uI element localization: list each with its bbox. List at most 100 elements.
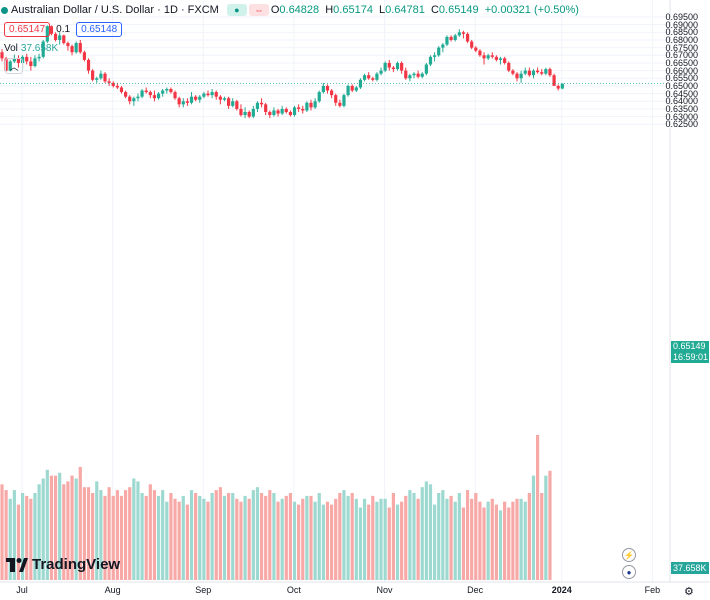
candle-body xyxy=(272,110,276,116)
price-axis-tick: 0.69500 xyxy=(665,12,698,22)
volume-bar xyxy=(536,435,540,580)
ohlc-open-value: 0.64828 xyxy=(279,4,320,16)
candle-body xyxy=(206,93,210,96)
candle-body xyxy=(132,98,136,102)
volume-bar xyxy=(156,495,161,580)
candle-body xyxy=(66,43,70,47)
price-axis-tick: 0.63000 xyxy=(665,111,698,122)
volume-bar xyxy=(457,493,461,580)
eye-icon[interactable]: ● xyxy=(226,4,247,16)
symbol-title[interactable]: Australian Dollar / U.S. Dollar · 1D · F… xyxy=(11,4,219,16)
volume-bar xyxy=(461,507,466,580)
volume-bar xyxy=(309,495,313,580)
volume-bar xyxy=(498,510,503,580)
volume-bar xyxy=(288,493,292,580)
candle-body xyxy=(536,70,540,73)
market-status-dot xyxy=(1,6,8,14)
volume-bar xyxy=(507,507,511,580)
sell-button[interactable]: 0.65147 xyxy=(4,22,51,37)
volume-bar xyxy=(531,475,536,580)
volume-bar xyxy=(321,504,325,580)
candle-body xyxy=(424,64,428,74)
candle-body xyxy=(375,73,379,80)
price-axis-tick: 0.68500 xyxy=(665,27,698,38)
candle-body xyxy=(144,90,148,93)
volume-bar xyxy=(412,493,416,580)
buy-button[interactable]: 0.65148 xyxy=(76,22,123,37)
volume-tag: 37.658K xyxy=(671,562,709,574)
volume-bar xyxy=(416,498,420,580)
volume-bar xyxy=(12,490,16,580)
volume-bar xyxy=(272,493,276,580)
flag-au-icon[interactable]: ● xyxy=(622,565,636,579)
price-axis-tick: 0.65500 xyxy=(665,73,698,84)
ohlc-close-value: 0.65149 xyxy=(438,4,479,16)
legend-header: Australian Dollar / U.S. Dollar · 1D · F… xyxy=(0,0,582,20)
candle-body xyxy=(115,85,119,88)
volume-bar xyxy=(136,481,140,580)
volume-bar xyxy=(395,504,400,580)
candle-body xyxy=(457,32,461,36)
flag-icon[interactable]: ⇔ xyxy=(248,4,269,16)
volume-bar xyxy=(124,490,128,580)
candle-body xyxy=(165,89,169,91)
volume-bar xyxy=(41,478,45,580)
collapse-legend-button[interactable]: ︿ xyxy=(5,58,23,74)
candle-body xyxy=(317,92,321,102)
volume-bar xyxy=(527,493,531,580)
volume-bar xyxy=(148,484,152,580)
volume-bar xyxy=(428,484,433,580)
chart-grid xyxy=(0,0,670,582)
volume-bar xyxy=(346,495,350,580)
candle-body xyxy=(490,55,494,57)
candle-body xyxy=(231,101,235,106)
candle-body xyxy=(8,61,12,71)
tradingview-logo[interactable]: TradingView xyxy=(6,556,120,573)
settings-gear-icon[interactable]: ⚙ xyxy=(684,586,694,598)
volume-bar xyxy=(297,504,301,580)
volume-bar xyxy=(515,498,519,580)
volume-bar xyxy=(268,490,272,580)
candle-body xyxy=(383,62,387,71)
time-axis-tick: Sep xyxy=(195,585,212,595)
candle-body xyxy=(391,67,395,70)
volume-bar xyxy=(247,498,251,580)
volume-bar xyxy=(465,490,470,580)
candle-body xyxy=(313,101,317,108)
volume-bar xyxy=(0,484,4,580)
candle-body xyxy=(58,35,62,40)
candle-body xyxy=(78,43,82,53)
candle-body xyxy=(540,72,544,74)
last-price-value: 0.65149 xyxy=(673,341,706,351)
volume-bar xyxy=(486,501,490,580)
volume-bar xyxy=(371,495,375,580)
volume-bar xyxy=(189,490,194,580)
price-axis-tick: 0.69000 xyxy=(665,19,698,30)
volume-bar xyxy=(4,490,8,580)
lightning-icon[interactable]: ⚡ xyxy=(622,548,636,562)
time-axis-tick: Nov xyxy=(376,585,393,595)
volume-bar xyxy=(206,501,210,580)
volume-bar xyxy=(284,495,288,580)
volume-bar xyxy=(62,484,66,580)
volume-legend[interactable]: Vol 37.658K xyxy=(4,43,58,54)
candle-body xyxy=(379,70,383,74)
volume-bar xyxy=(433,504,437,580)
candle-body xyxy=(99,73,103,79)
volume-bar xyxy=(185,504,189,580)
volume-bar xyxy=(342,490,346,580)
volume-bar xyxy=(478,501,482,580)
candle-body xyxy=(255,102,260,109)
candle-body xyxy=(12,58,16,62)
volume-bar xyxy=(25,495,29,580)
candle-body xyxy=(441,44,445,48)
candle-body xyxy=(461,32,466,34)
candle-body xyxy=(527,70,531,76)
countdown-timer: 16:59:01 xyxy=(673,352,709,362)
volume-bar xyxy=(470,498,474,580)
volume-bar xyxy=(231,493,235,580)
spread-value: 0.1 xyxy=(56,24,71,35)
candle-body xyxy=(181,101,185,105)
volume-bar xyxy=(523,501,527,580)
